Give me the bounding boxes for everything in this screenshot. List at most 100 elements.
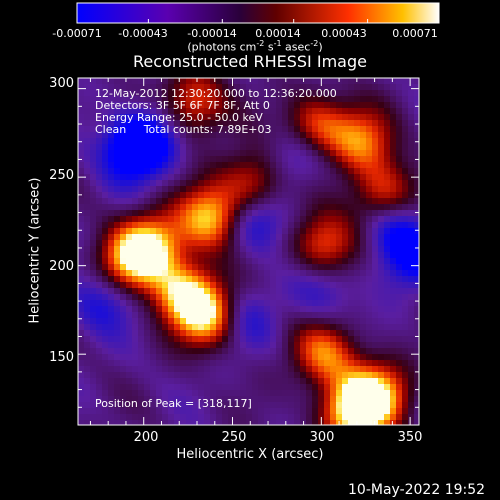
- heatmap-cell: [90, 84, 97, 91]
- heatmap-cell: [360, 282, 367, 289]
- heatmap-cell: [342, 342, 349, 349]
- heatmap-cell: [246, 306, 253, 313]
- heatmap-cell: [180, 126, 187, 133]
- colorbar-tick-label: -0.00071: [52, 27, 102, 40]
- heatmap-cell: [240, 204, 247, 211]
- heatmap-cell: [168, 420, 175, 425]
- heatmap-cell: [90, 330, 97, 337]
- heatmap-cell: [378, 90, 385, 97]
- heatmap-cell: [198, 228, 205, 235]
- heatmap-cell: [396, 108, 403, 115]
- heatmap-cell: [258, 348, 265, 355]
- heatmap-cell: [120, 174, 127, 181]
- heatmap-cell: [360, 132, 367, 139]
- heatmap-cell: [144, 408, 151, 415]
- heatmap-cell: [204, 330, 211, 337]
- heatmap-cell: [132, 270, 139, 277]
- heatmap-cell: [168, 234, 175, 241]
- heatmap-cell: [264, 354, 271, 361]
- heatmap-cell: [204, 420, 211, 425]
- heatmap-cell: [198, 348, 205, 355]
- heatmap-cell: [108, 252, 115, 259]
- heatmap-cell: [348, 78, 355, 85]
- heatmap-cell: [378, 78, 385, 85]
- heatmap-cell: [198, 270, 205, 277]
- heatmap-cell: [96, 222, 103, 229]
- heatmap-cell: [204, 390, 211, 397]
- heatmap-cell: [360, 330, 367, 337]
- heatmap-cell: [108, 204, 115, 211]
- heatmap-cell: [342, 264, 349, 271]
- heatmap-cell: [240, 288, 247, 295]
- heatmap-cell: [408, 336, 415, 343]
- heatmap-cell: [378, 120, 385, 127]
- heatmap-cell: [288, 300, 295, 307]
- heatmap-cell: [228, 312, 235, 319]
- heatmap-cell: [372, 366, 379, 373]
- heatmap-cell: [396, 366, 403, 373]
- heatmap-cell: [306, 108, 313, 115]
- heatmap-cell: [306, 222, 313, 229]
- heatmap-cell: [102, 216, 109, 223]
- heatmap-cell: [372, 336, 379, 343]
- heatmap-cell: [312, 84, 319, 91]
- heatmap-cell: [396, 414, 403, 421]
- heatmap-cell: [390, 240, 397, 247]
- heatmap-cell: [360, 378, 367, 385]
- heatmap-cell: [78, 198, 85, 205]
- heatmap-cell: [174, 102, 181, 109]
- heatmap-cell: [336, 204, 343, 211]
- heatmap-cell: [234, 312, 241, 319]
- heatmap-cell: [414, 162, 419, 169]
- heatmap-cell: [216, 294, 223, 301]
- heatmap-cell: [114, 306, 121, 313]
- heatmap-cell: [270, 198, 277, 205]
- heatmap-cell: [342, 306, 349, 313]
- heatmap-cell: [156, 402, 163, 409]
- heatmap-cell: [90, 156, 97, 163]
- heatmap-cell: [102, 312, 109, 319]
- heatmap-cell: [378, 180, 385, 187]
- x-tick-label: 250: [221, 430, 247, 445]
- heatmap-cell: [186, 204, 193, 211]
- heatmap-cell: [402, 414, 409, 421]
- heatmap-cell: [348, 342, 355, 349]
- heatmap-cell: [162, 270, 169, 277]
- heatmap-cell: [126, 390, 133, 397]
- heatmap-cell: [360, 186, 367, 193]
- heatmap-cell: [402, 138, 409, 145]
- heatmap-cell: [330, 330, 337, 337]
- heatmap-cell: [270, 120, 277, 127]
- heatmap-cell: [318, 132, 325, 139]
- heatmap-cell: [324, 300, 331, 307]
- heatmap-cell: [90, 408, 97, 415]
- heatmap-cell: [120, 288, 127, 295]
- heatmap-cell: [390, 306, 397, 313]
- heatmap-cell: [300, 96, 307, 103]
- heatmap-cell: [342, 156, 349, 163]
- heatmap-cell: [402, 366, 409, 373]
- heatmap-cell: [132, 342, 139, 349]
- heatmap-cell: [138, 324, 145, 331]
- heatmap-cell: [150, 348, 157, 355]
- heatmap-cell: [396, 246, 403, 253]
- heatmap-cell: [366, 402, 373, 409]
- heatmap-cell: [120, 336, 127, 343]
- heatmap-cell: [366, 222, 373, 229]
- heatmap-cell: [408, 378, 415, 385]
- heatmap-cell: [222, 330, 229, 337]
- heatmap-cell: [204, 372, 211, 379]
- heatmap-cell: [282, 408, 289, 415]
- heatmap-cell: [372, 408, 379, 415]
- heatmap-cell: [204, 378, 211, 385]
- heatmap-cell: [168, 384, 175, 391]
- heatmap-cell: [354, 222, 361, 229]
- heatmap-cell: [348, 174, 355, 181]
- heatmap-cell: [282, 258, 289, 265]
- heatmap-cell: [156, 360, 163, 367]
- heatmap-cell: [366, 312, 373, 319]
- heatmap-cell: [78, 294, 85, 301]
- heatmap-cell: [138, 348, 145, 355]
- heatmap-cell: [144, 336, 151, 343]
- heatmap-cell: [120, 90, 127, 97]
